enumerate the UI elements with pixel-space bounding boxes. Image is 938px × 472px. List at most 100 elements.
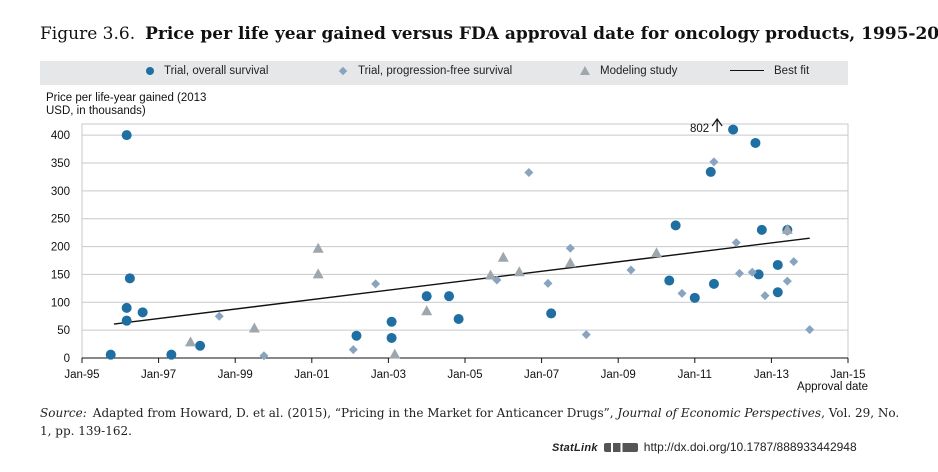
chart-legend: Trial, overall survival Trial, progressi… bbox=[40, 61, 848, 85]
legend-item-overall: Trial, overall survival bbox=[146, 65, 268, 77]
overall-survival-point bbox=[705, 166, 716, 177]
y-axis-label: Price per life-year gained (2013 USD, in… bbox=[46, 92, 207, 117]
scatter-chart: 0 50 100 150 200 250 300 350 400 Jan-95 Jan-97 Jan-… bbox=[51, 117, 868, 393]
y-tick-label: 300 bbox=[51, 186, 70, 198]
best-fit-layer bbox=[113, 237, 810, 325]
pfs-point bbox=[789, 257, 799, 267]
overall-survival-point bbox=[444, 291, 455, 302]
plot-frame bbox=[81, 123, 849, 359]
grid-lines bbox=[81, 123, 849, 359]
overall-survival-point bbox=[728, 124, 739, 135]
modeling-point bbox=[485, 269, 497, 280]
circle-marker-icon bbox=[146, 66, 154, 75]
x-tick-label: Jan-99 bbox=[218, 369, 253, 381]
y-tick-label: 400 bbox=[51, 130, 70, 142]
pfs-point bbox=[805, 325, 815, 335]
legend-item-bestfit: Best fit bbox=[730, 65, 809, 77]
pfs-point bbox=[677, 288, 687, 298]
pfs-point bbox=[214, 311, 224, 321]
statlink-url[interactable]: http://dx.doi.org/10.1787/888933442948 bbox=[643, 440, 857, 454]
data-points bbox=[105, 124, 815, 361]
overall-survival-point bbox=[105, 349, 116, 360]
y-tick-label: 50 bbox=[57, 325, 70, 337]
statlink[interactable]: StatLink http://dx.doi.org/10.1787/888933… bbox=[552, 440, 857, 454]
x-tick-label: Jan-03 bbox=[371, 369, 406, 381]
overall-survival-point bbox=[124, 273, 135, 284]
y-tick-label: 100 bbox=[51, 297, 70, 309]
overall-survival-point bbox=[351, 330, 362, 341]
overall-survival-point bbox=[546, 308, 557, 319]
pfs-point bbox=[371, 279, 381, 289]
overall-survival-point bbox=[421, 291, 432, 302]
x-tick-label: Jan-15 bbox=[830, 369, 865, 381]
pfs-point bbox=[348, 345, 358, 355]
annotation-layer: 802 bbox=[690, 117, 723, 135]
pfs-point bbox=[524, 167, 534, 177]
pfs-point bbox=[581, 330, 591, 340]
overall-survival-point bbox=[121, 315, 132, 326]
legend-label-pfs: Trial, progression-free survival bbox=[358, 65, 513, 77]
pfs-point bbox=[565, 243, 575, 253]
overall-survival-point bbox=[664, 275, 675, 286]
overall-survival-point bbox=[386, 332, 397, 343]
overall-survival-point bbox=[453, 314, 464, 324]
source-text: Adapted from Howard, D. et al. (2015), “… bbox=[92, 406, 618, 420]
figure-main-title: Price per life year gained versus FDA ap… bbox=[145, 24, 938, 44]
modeling-point bbox=[497, 251, 509, 262]
source-journal: Journal of Economic Perspectives bbox=[617, 406, 822, 420]
x-tick-label: Jan-97 bbox=[141, 369, 176, 381]
modeling-point bbox=[513, 266, 525, 277]
overall-survival-point bbox=[772, 259, 783, 270]
overall-survival-point bbox=[756, 224, 767, 235]
line-marker-icon bbox=[730, 70, 764, 72]
tick-labels: 0 50 100 150 200 250 300 350 400 Jan-95 Jan-97 Jan-… bbox=[51, 130, 868, 393]
figure-number: Figure 3.6. bbox=[40, 24, 136, 44]
overall-survival-point bbox=[121, 130, 132, 141]
x-tick-label: Jan-01 bbox=[294, 369, 329, 381]
figure-title: Figure 3.6. Price per life year gained ve… bbox=[40, 24, 938, 44]
overall-survival-point bbox=[195, 340, 206, 351]
pfs-point bbox=[747, 267, 757, 277]
y-tick-label: 350 bbox=[51, 158, 70, 170]
overall-survival-point bbox=[166, 349, 177, 360]
y-tick-label: 150 bbox=[51, 269, 70, 281]
pfs-point bbox=[626, 265, 636, 275]
x-tick-label: Jan-11 bbox=[678, 369, 712, 381]
statlink-barcode-icon bbox=[603, 443, 638, 453]
pfs-point bbox=[731, 238, 741, 248]
modeling-point bbox=[651, 247, 662, 258]
modeling-point bbox=[185, 336, 197, 347]
pfs-point bbox=[782, 276, 792, 286]
x-tick-label: Jan-95 bbox=[64, 369, 99, 381]
x-axis-label: Approval date bbox=[797, 381, 868, 393]
pfs-point bbox=[543, 278, 553, 288]
x-tick-label: Jan-13 bbox=[754, 369, 789, 381]
overall-survival-point bbox=[670, 220, 681, 231]
legend-item-modeling: Modeling study bbox=[580, 65, 677, 77]
modeling-point bbox=[248, 322, 260, 333]
legend-item-pfs: Trial, progression-free survival bbox=[338, 65, 513, 77]
annotation-label: 802 bbox=[690, 123, 709, 135]
statlink-logo: StatLink bbox=[552, 442, 598, 454]
modeling-point bbox=[781, 223, 793, 234]
source-note: Source: Adapted from Howard, D. et al. (2… bbox=[40, 404, 900, 440]
modeling-point bbox=[312, 242, 324, 253]
modeling-point bbox=[564, 257, 576, 268]
overall-survival-point bbox=[121, 302, 132, 313]
y-tick-label: 0 bbox=[64, 353, 70, 365]
legend-label-overall: Trial, overall survival bbox=[164, 65, 269, 77]
x-tick-label: Jan-07 bbox=[524, 369, 559, 381]
overall-survival-point bbox=[689, 292, 700, 303]
overall-survival-point bbox=[750, 137, 761, 148]
up-arrow-icon bbox=[711, 117, 723, 127]
pfs-point bbox=[259, 351, 269, 361]
overall-survival-point bbox=[772, 287, 783, 298]
overall-survival-point bbox=[708, 278, 719, 289]
pfs-point bbox=[709, 157, 719, 167]
y-tick-label: 250 bbox=[51, 214, 70, 226]
axes bbox=[81, 357, 849, 363]
y-tick-label: 200 bbox=[51, 242, 70, 254]
x-tick-label: Jan-05 bbox=[447, 369, 482, 381]
pfs-point bbox=[734, 268, 744, 278]
